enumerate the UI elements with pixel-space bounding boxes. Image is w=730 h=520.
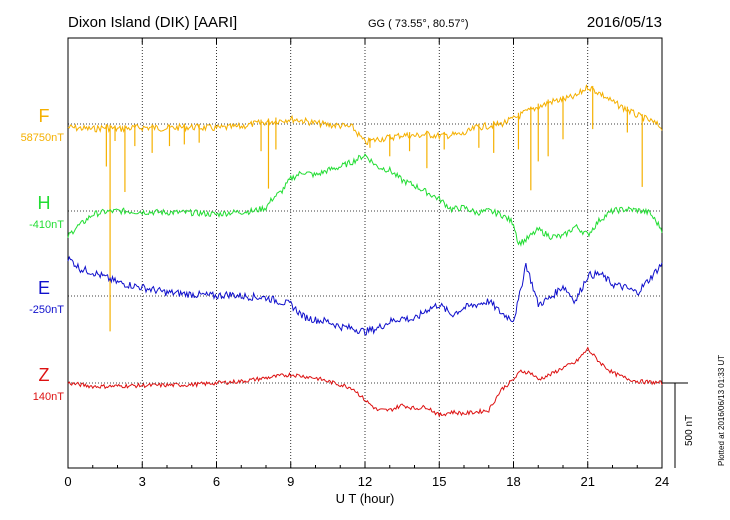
x-tick-label: 9 (287, 474, 294, 489)
channel-baseline-h: -410nT (29, 219, 64, 231)
series-line-z (67, 346, 663, 418)
x-tick-label: 0 (64, 474, 71, 489)
channel-label-z: Z (39, 365, 50, 385)
channel-labels: F 58750nT H -410nT E -250nT Z 140nT (21, 106, 65, 403)
x-tick-label: 18 (506, 474, 520, 489)
series-line-e (67, 255, 663, 336)
channel-label-h: H (38, 193, 51, 213)
x-tick-label: 15 (432, 474, 446, 489)
date-label: 2016/05/13 (587, 14, 662, 31)
channel-label-f: F (39, 106, 50, 126)
x-tick-label: 24 (655, 474, 669, 489)
x-tick-label: 6 (213, 474, 220, 489)
plotted-note: Plotted at 2016/06/13 01:33 UT (717, 355, 726, 466)
scale-bar: 500 nT (662, 382, 695, 468)
x-axis-label: U T (hour) (336, 491, 395, 506)
series-line-h (67, 153, 663, 247)
channel-baseline-e: -250nT (29, 304, 64, 316)
coordinates-label: GG ( 73.55°, 80.57°) (368, 18, 469, 30)
channel-label-e: E (38, 278, 50, 298)
series-lines (67, 84, 663, 418)
x-tick-label: 3 (139, 474, 146, 489)
channel-baseline-f: 58750nT (21, 132, 65, 144)
x-tick-label: 21 (581, 474, 595, 489)
plot-area (67, 37, 663, 469)
scale-bar-label: 500 nT (684, 415, 695, 446)
channel-baseline-z: 140nT (33, 391, 64, 403)
x-axis: 0 3 6 9 12 15 18 21 24 (64, 38, 669, 489)
x-tick-label: 12 (358, 474, 372, 489)
station-title: Dixon Island (DIK) [AARI] (68, 14, 237, 31)
